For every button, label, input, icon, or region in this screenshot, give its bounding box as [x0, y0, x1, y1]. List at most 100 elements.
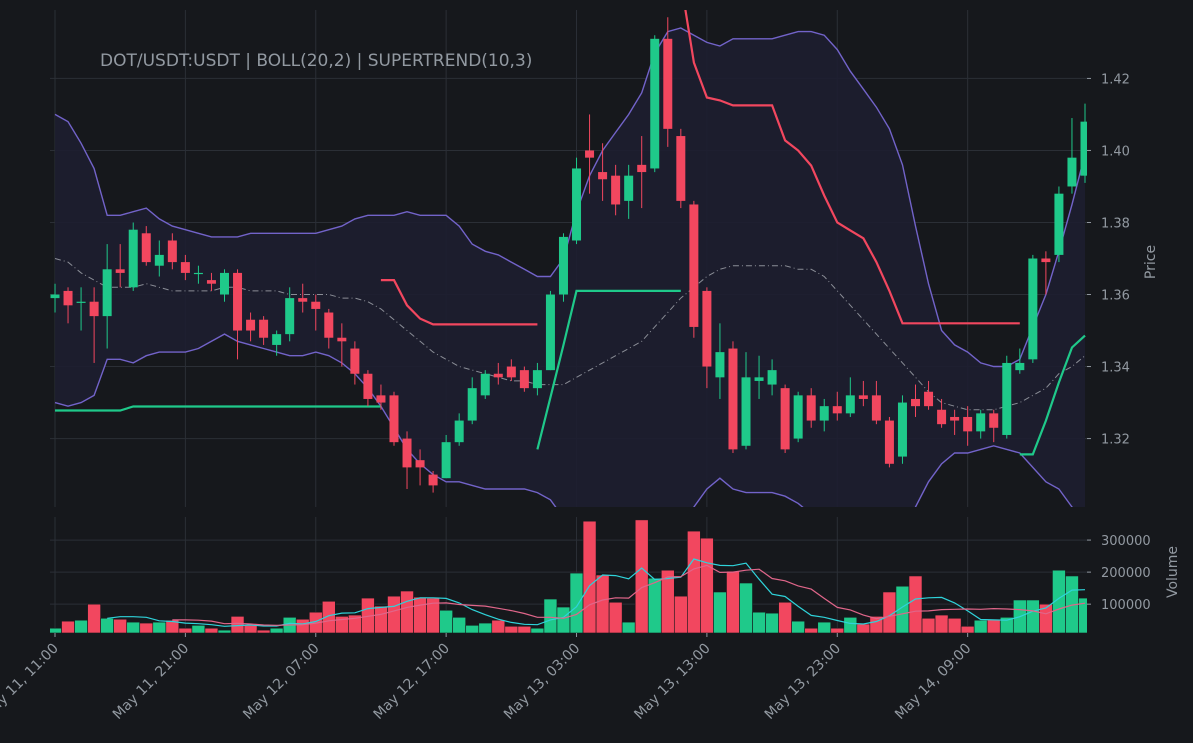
volume-ma-fast	[107, 558, 1086, 627]
volume-bar	[817, 621, 832, 633]
volume-bar	[804, 627, 819, 633]
candle-body	[324, 312, 334, 338]
candle-body	[532, 370, 542, 389]
candle-body	[611, 175, 621, 205]
volume-bar	[61, 620, 75, 633]
volume-bar	[700, 537, 714, 633]
candle-body	[1080, 121, 1087, 176]
supertrend-up	[536, 289, 681, 450]
candle-body	[676, 136, 686, 201]
candle-body	[689, 204, 699, 327]
volume-bar	[986, 618, 1001, 633]
candle-body	[115, 269, 125, 273]
candle-body	[1002, 362, 1012, 435]
candle-body	[793, 395, 803, 439]
supertrend-up	[1019, 334, 1086, 456]
volume-bar	[113, 618, 127, 633]
candle-body	[871, 395, 881, 421]
y-axis-label: Price	[1143, 245, 1159, 279]
volume-bar	[856, 623, 871, 633]
candle-body	[624, 175, 634, 201]
candle-body	[128, 229, 138, 288]
volume-bar	[908, 575, 923, 633]
volume-bar	[504, 625, 519, 633]
volume-bar	[217, 629, 232, 633]
candle-body	[76, 301, 86, 303]
volume-bar	[1026, 599, 1040, 633]
candle-body	[663, 38, 673, 129]
candle-body	[219, 272, 229, 295]
candle-body	[493, 373, 503, 378]
volume-bar	[595, 574, 610, 633]
volume-bar	[960, 625, 975, 633]
candle-body	[480, 373, 490, 396]
volume-axis-label: Volume	[1165, 546, 1181, 598]
volume-bar	[934, 614, 949, 633]
candle-body	[259, 319, 269, 338]
candle-body	[585, 150, 595, 158]
candle-body	[924, 391, 934, 407]
volume-bar	[465, 625, 480, 633]
volume-bar	[921, 617, 936, 633]
candle-body	[897, 402, 907, 457]
price-panel	[50, 10, 1087, 507]
candle-body	[1028, 258, 1038, 360]
volume-bar	[765, 612, 779, 633]
candle-body	[832, 406, 842, 414]
candle-body	[950, 416, 960, 421]
candle-body	[650, 38, 660, 169]
volume-tick-label: 100000	[1101, 598, 1151, 613]
candle-body	[246, 319, 256, 331]
candle-body	[728, 348, 738, 450]
y-tick-label: 1.36	[1101, 289, 1130, 304]
volume-bar	[752, 611, 766, 633]
candle-body	[819, 406, 829, 421]
band-fill	[55, 28, 1085, 507]
volume-bar	[230, 616, 245, 633]
volume-bar	[204, 627, 219, 633]
volume-bar	[74, 619, 88, 633]
volume-bar	[139, 622, 154, 633]
candle-body	[141, 233, 151, 263]
candle-body	[389, 395, 399, 443]
candle-body	[858, 395, 868, 399]
candle-body	[167, 240, 177, 263]
candle-body	[441, 442, 451, 479]
candle-body	[363, 373, 373, 399]
volume-bar	[634, 519, 649, 633]
volume-bar	[739, 582, 753, 633]
volume-tick-label: 200000	[1101, 566, 1151, 581]
candle-body	[702, 290, 712, 367]
candle-body	[545, 294, 555, 371]
candle-body	[272, 334, 282, 345]
y-tick-label: 1.34	[1101, 361, 1130, 376]
candle-body	[337, 337, 347, 342]
candle-body	[428, 474, 438, 486]
candle-body	[806, 395, 816, 421]
volume-bar	[947, 617, 962, 633]
candle-body	[206, 280, 216, 284]
candle-body	[884, 420, 894, 464]
supertrend-up	[55, 405, 381, 412]
candle-body	[637, 164, 647, 173]
candle-body	[558, 236, 568, 295]
chart-title: DOT/USDT:USDT | BOLL(20,2) | SUPERTREND(…	[100, 51, 532, 71]
volume-bar	[374, 605, 388, 633]
volume-bar	[100, 617, 114, 633]
volume-bar	[647, 577, 662, 633]
candle-body	[572, 168, 582, 241]
y-tick-label: 1.40	[1101, 144, 1130, 159]
volume-bar	[256, 629, 271, 633]
candle-body	[193, 272, 203, 275]
candle-body	[50, 294, 60, 299]
volume-bar	[843, 616, 858, 633]
volume-tick-label: 300000	[1101, 534, 1151, 549]
boll-upper	[54, 27, 1086, 368]
volume-bar	[400, 590, 414, 633]
volume-bar	[973, 619, 988, 633]
candle-body	[989, 413, 999, 428]
candle-body	[1015, 362, 1025, 371]
volume-bar	[413, 596, 427, 633]
volume-bar	[50, 627, 62, 633]
candle-body	[89, 301, 99, 317]
